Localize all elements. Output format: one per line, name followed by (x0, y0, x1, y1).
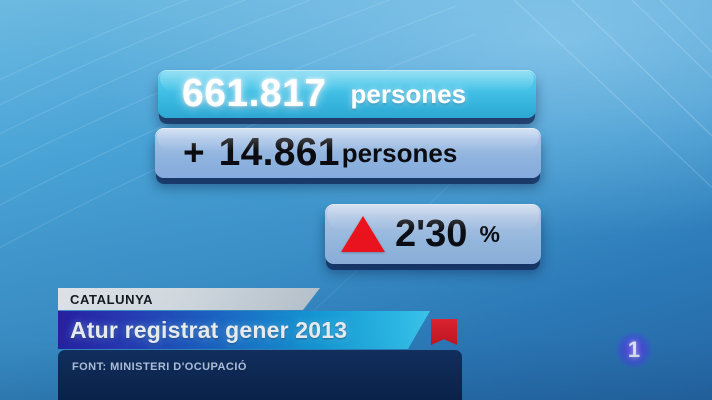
figure-bar-percent-change: 2'30 % (325, 204, 541, 264)
red-flag-icon (431, 319, 457, 345)
channel-logo-number: 1 (627, 337, 641, 362)
lower-third: CATALUNYA Atur registrat gener 2013 FONT… (0, 288, 712, 400)
monthly-change-number: 14.861 (218, 131, 340, 174)
region-label: CATALUNYA (70, 291, 154, 307)
percent-change-number: 2'30 (395, 212, 468, 255)
percent-change-unit: % (479, 220, 500, 247)
source-bar: FONT: MINISTERI D'OCUPACIÓ (58, 350, 462, 400)
total-unemployed-unit: persones (350, 78, 467, 109)
headline-bar: Atur registrat gener 2013 (58, 311, 430, 349)
monthly-change-unit: persones (341, 137, 458, 168)
channel-logo-icon: 1 (614, 332, 654, 368)
total-unemployed-number: 661.817 (182, 72, 327, 115)
source-label: FONT: MINISTERI D'OCUPACIÓ (72, 361, 247, 373)
monthly-change-sign: + (183, 132, 205, 173)
figure-bar-monthly-change: + 14.861 persones (155, 128, 541, 178)
figure-bar-total-unemployed: 661.817 persones (158, 70, 536, 118)
headline-label: Atur registrat gener 2013 (70, 316, 348, 343)
triangle-up-icon (341, 216, 385, 252)
region-strip: CATALUNYA (58, 288, 320, 310)
